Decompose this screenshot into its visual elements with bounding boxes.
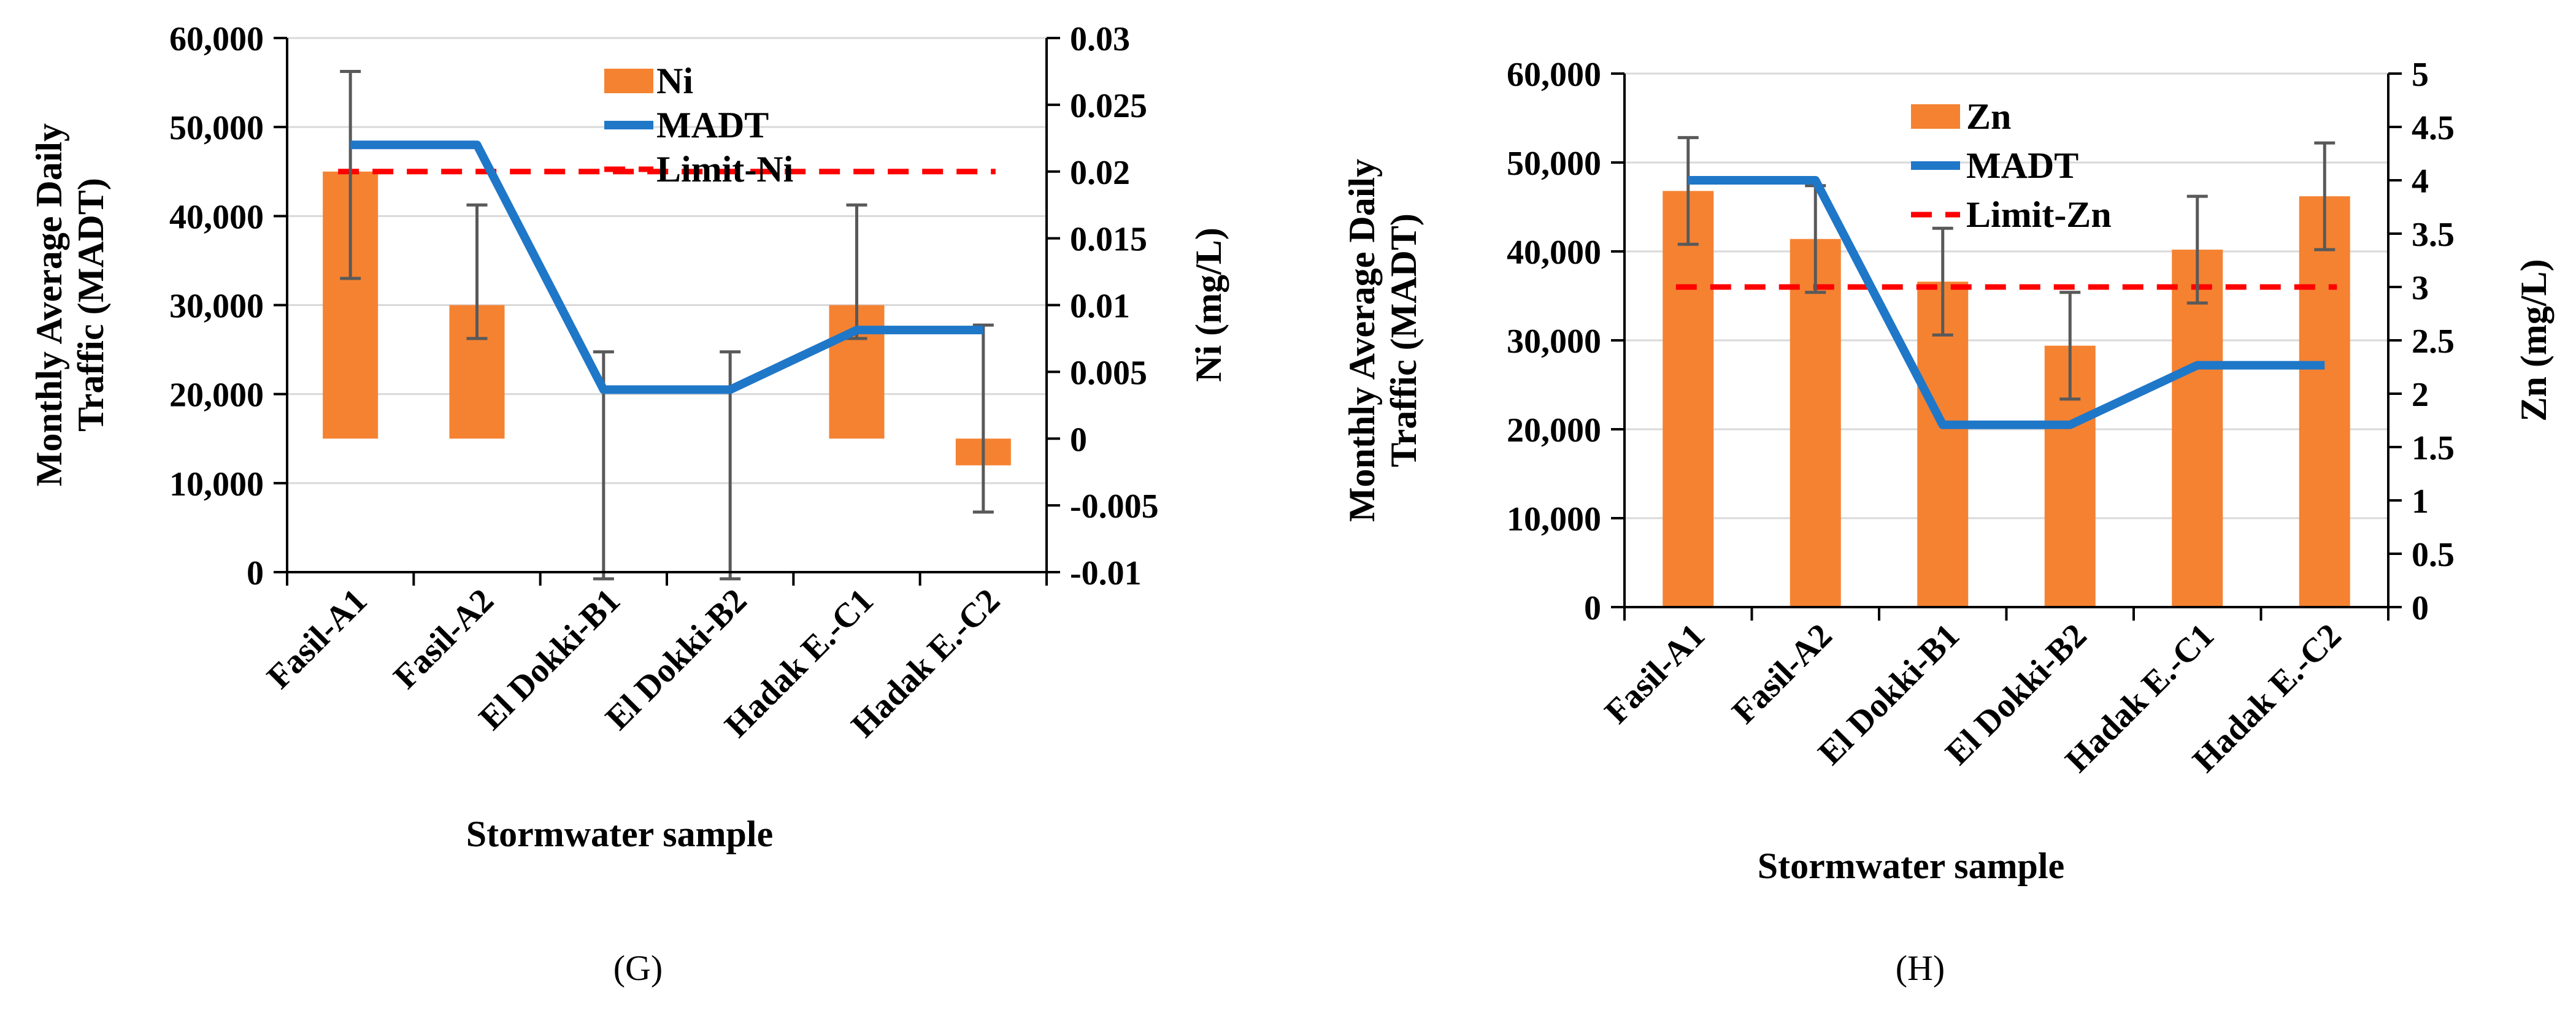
bar xyxy=(1663,191,1714,607)
left-axis-title-line: Monthly Average Daily xyxy=(1342,159,1382,522)
right-tick-label: -0.005 xyxy=(1070,488,1159,526)
legend-label: MADT xyxy=(656,105,769,145)
bar xyxy=(2299,196,2350,608)
left-tick-label: 20,000 xyxy=(1507,411,1601,450)
right-tick-label: 1.5 xyxy=(2412,429,2455,467)
madt-line xyxy=(350,140,983,394)
right-tick-label: 0.025 xyxy=(1070,87,1147,125)
left-tick-label: 20,000 xyxy=(169,377,264,415)
panel-label: (G) xyxy=(613,948,663,988)
category-label: Fasil-A1 xyxy=(1598,616,1712,731)
legend-label: MADT xyxy=(1966,145,2078,186)
left-tick-label: 10,000 xyxy=(169,465,264,503)
x-axis-title: Stormwater sample xyxy=(466,814,773,854)
right-axis-title: Zn (mg/L) xyxy=(2513,259,2554,421)
left-tick-label: 30,000 xyxy=(169,288,264,326)
left-tick-label: 30,000 xyxy=(1507,323,1601,361)
left-tick-label: 50,000 xyxy=(1507,145,1601,183)
left-tick-label: 40,000 xyxy=(169,198,264,236)
left-tick-label: 0 xyxy=(1584,589,1601,627)
legend-swatch-bar xyxy=(604,69,653,93)
left-tick-label: 40,000 xyxy=(1507,234,1601,272)
x-axis-title: Stormwater sample xyxy=(1758,846,2064,886)
panel-label: (H) xyxy=(1896,948,1945,988)
right-tick-label: 2 xyxy=(2412,376,2429,414)
category-label: Fasil-A2 xyxy=(1725,616,1840,731)
category-label: Fasil-A2 xyxy=(386,581,501,696)
right-tick-label: 0 xyxy=(2412,589,2429,627)
right-tick-label: 0 xyxy=(1070,421,1087,459)
right-tick-label: 0.03 xyxy=(1070,20,1130,58)
left-axis-title: Monthly Average DailyTraffic (MADT) xyxy=(1342,159,1424,522)
left-tick-label: 10,000 xyxy=(1507,500,1601,538)
left-tick-label: 60,000 xyxy=(1507,56,1601,94)
left-tick-label: 0 xyxy=(247,554,264,592)
right-tick-label: 4.5 xyxy=(2412,109,2455,147)
right-tick-label: 4 xyxy=(2412,163,2429,201)
right-tick-label: -0.01 xyxy=(1070,554,1142,592)
right-tick-label: 0.005 xyxy=(1070,354,1147,392)
bar xyxy=(1790,239,1841,607)
right-axis-title: Ni (mg/L) xyxy=(1188,228,1229,382)
left-tick-label: 50,000 xyxy=(169,109,264,147)
bar xyxy=(2172,250,2223,608)
left-axis-title-line: Traffic (MADT) xyxy=(71,178,111,432)
category-label: Fasil-A1 xyxy=(260,581,375,696)
chart-g: (G) 0 10,000 20,000 30,000 40,000 50,000 60,00… xyxy=(29,20,1229,988)
left-axis-title-line: Traffic (MADT) xyxy=(1383,213,1424,467)
legend-label: Limit-Zn xyxy=(1966,194,2112,235)
left-axis-title: Monthly Average DailyTraffic (MADT) xyxy=(29,123,111,486)
right-tick-label: 3 xyxy=(2412,269,2429,307)
right-tick-label: 5 xyxy=(2412,56,2429,94)
right-tick-label: 3.5 xyxy=(2412,216,2455,254)
left-axis-title-line: Monthly Average Daily xyxy=(29,123,69,486)
legend-label: Limit-Ni xyxy=(656,149,793,189)
madt-line xyxy=(1688,176,2325,429)
right-tick-label: 0.02 xyxy=(1070,154,1130,192)
legend-label: Ni xyxy=(656,61,693,101)
right-tick-label: 0.5 xyxy=(2412,536,2455,574)
right-tick-label: 2.5 xyxy=(2412,323,2455,361)
chart-h: (H) 0 10,000 20,000 30,000 40,000 50,000 60,00… xyxy=(1342,56,2554,988)
legend-label: Zn xyxy=(1966,96,2011,137)
right-tick-label: 0.01 xyxy=(1070,288,1130,326)
right-tick-label: 0.015 xyxy=(1070,221,1147,259)
left-tick-label: 60,000 xyxy=(169,20,264,58)
legend-swatch-bar xyxy=(1911,104,1960,129)
right-tick-label: 1 xyxy=(2412,483,2429,521)
